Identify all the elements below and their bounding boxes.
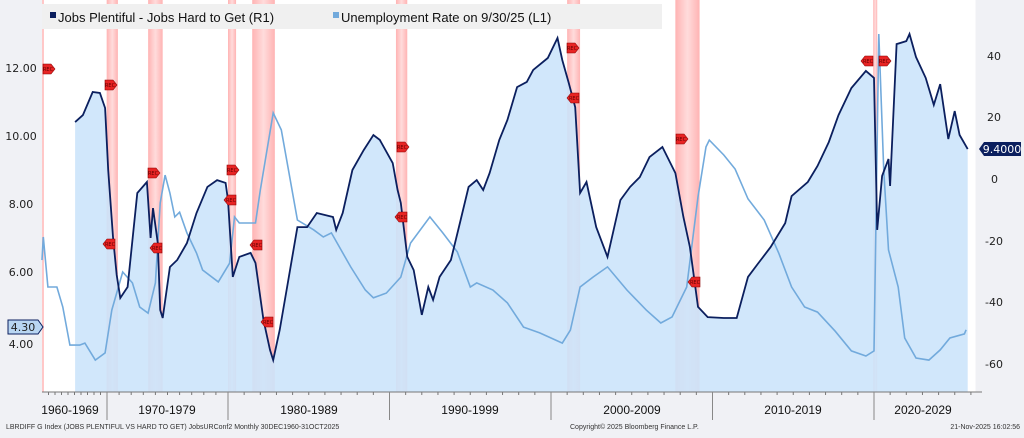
recession-flag-icon — [260, 316, 274, 328]
decade-label: 2000-2009 — [603, 403, 661, 417]
recession-marker[interactable]: REC — [675, 133, 689, 145]
footer-copyright: Copyright© 2025 Bloomberg Finance L.P. — [570, 423, 699, 431]
decade-label: 2020-2029 — [894, 403, 952, 417]
recession-band — [42, 0, 44, 392]
unemployment-line — [41, 33, 967, 362]
recession-flag-icon — [394, 211, 408, 223]
decade-label: 1980-1989 — [280, 403, 338, 417]
recession-marker[interactable]: REC — [104, 79, 118, 91]
recession-marker-label: REC — [252, 243, 263, 249]
recession-marker-label: REC — [879, 59, 890, 65]
recession-marker-label: REC — [397, 215, 408, 221]
recession-flag-icon — [687, 276, 701, 288]
recession-marker-label: REC — [676, 137, 687, 143]
recession-marker-label: REC — [567, 46, 578, 52]
recession-flag-icon — [42, 63, 56, 75]
recession-marker[interactable]: REC — [687, 276, 701, 288]
recession-marker-label: REC — [569, 96, 580, 102]
right-tick-label: 0 — [991, 173, 998, 186]
recession-marker[interactable]: REC — [226, 164, 240, 176]
recession-marker-label: REC — [863, 59, 874, 65]
last-value-tag-unemployment — [7, 319, 44, 335]
recession-flag-icon — [566, 42, 580, 54]
recession-marker[interactable]: REC — [878, 55, 892, 67]
recession-flag-icon — [878, 55, 892, 67]
legend-item-jobs: Jobs Plentiful - Jobs Hard to Get (R1) — [58, 10, 274, 25]
recession-marker[interactable]: REC — [149, 242, 163, 254]
decade-label: 1960-1969 — [41, 403, 99, 417]
recession-flag-icon — [223, 194, 237, 206]
decade-separators — [106, 392, 875, 420]
recession-flag-icon — [566, 92, 580, 104]
recession-marker[interactable]: REC — [249, 239, 263, 251]
recession-marker-label: REC — [105, 83, 116, 89]
left-axis: 12.00 10.00 8.00 6.00 4.00 4.30 — [5, 62, 44, 351]
right-tick-label: -60 — [985, 358, 1003, 371]
recession-marker[interactable]: REC — [260, 316, 274, 328]
recession-marker[interactable]: REC — [147, 167, 161, 179]
recession-marker[interactable]: REC — [223, 194, 237, 206]
recession-flag-icon — [102, 238, 116, 250]
recession-marker[interactable]: REC — [102, 238, 116, 250]
recession-flag-icon — [147, 167, 161, 179]
x-axis: 1960-1969 1970-1979 1980-1989 1990-1999 … — [41, 391, 982, 420]
right-tick-label: 40 — [987, 50, 1001, 63]
recession-marker-label: REC — [227, 168, 238, 174]
recession-marker[interactable]: REC — [396, 141, 410, 153]
recession-flag-icon — [226, 164, 240, 176]
recession-marker-label: REC — [690, 280, 701, 286]
legend: Jobs Plentiful - Jobs Hard to Get (R1) U… — [42, 4, 662, 29]
recession-flag-icon — [149, 242, 163, 254]
right-tick-label: -20 — [985, 235, 1003, 248]
recession-marker-label: REC — [397, 145, 408, 151]
footer-source: LBRDIFF G Index (JOBS PLENTIFUL VS HARD … — [6, 424, 339, 431]
last-value-tag-jobs — [979, 142, 1021, 156]
decade-label: 1990-1999 — [441, 403, 499, 417]
recession-marker[interactable]: REC — [394, 211, 408, 223]
recession-marker[interactable]: REC — [566, 92, 580, 104]
recession-marker-label: REC — [148, 171, 159, 177]
recession-flag-icon — [675, 133, 689, 145]
legend-swatch-unemployment — [333, 12, 339, 18]
footer-timestamp: 21-Nov-2025 16:02:56 — [950, 424, 1020, 431]
recession-band — [395, 0, 408, 392]
decade-label: 1970-1979 — [138, 403, 196, 417]
recession-marker[interactable]: REC — [42, 63, 56, 75]
legend-item-unemployment: Unemployment Rate on 9/30/25 (L1) — [341, 10, 551, 25]
left-tick-label: 10.00 — [5, 130, 37, 143]
recession-flag-icon — [249, 239, 263, 251]
recession-band — [106, 0, 118, 392]
right-axis: 40 20 0 -20 -40 -60 9.4000 — [974, 0, 1022, 392]
recession-marker-label: REC — [43, 67, 54, 73]
recession-marker-label: REC — [263, 320, 274, 326]
recession-flag-icon — [860, 55, 874, 67]
legend-swatch-jobs — [50, 12, 56, 18]
recession-marker-label: REC — [226, 198, 237, 204]
jobs-area-fill — [75, 34, 968, 392]
recession-flag-icon — [104, 79, 118, 91]
recession-marker[interactable]: REC — [860, 55, 874, 67]
left-tick-label: 12.00 — [5, 62, 37, 75]
right-tick-label: -40 — [985, 296, 1003, 309]
jobs-line — [74, 31, 969, 364]
decade-label: 2010-2019 — [764, 403, 822, 417]
legend-background — [42, 4, 662, 29]
left-tick-label: 6.00 — [9, 266, 34, 279]
recession-marker[interactable]: REC — [566, 42, 580, 54]
recession-marker-label: REC — [152, 246, 163, 252]
recession-marker-label: REC — [105, 242, 116, 248]
left-tick-label: 4.00 — [9, 338, 34, 351]
last-value-jobs: 9.4000 — [983, 143, 1022, 156]
recession-flag-icon — [396, 141, 410, 153]
last-value-unemployment: 4.30 — [11, 321, 36, 334]
recession-markers: REC REC REC REC REC REC REC REC REC REC REC REC REC R… — [42, 42, 892, 328]
right-tick-label: 20 — [987, 111, 1001, 124]
left-tick-label: 8.00 — [9, 198, 34, 211]
